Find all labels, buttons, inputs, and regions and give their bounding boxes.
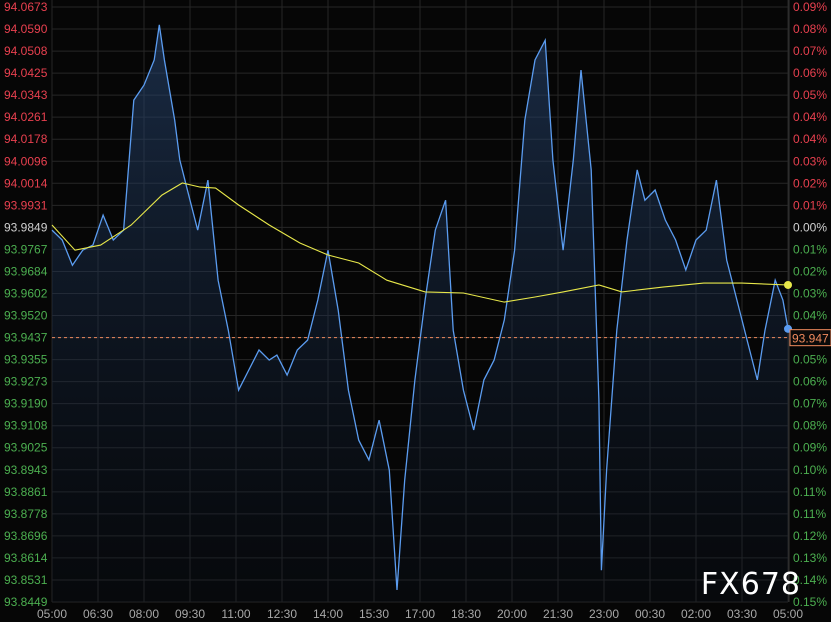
- x-tick-label: 20:00: [497, 607, 527, 621]
- y-tick-label-right: 0.08%: [793, 419, 827, 433]
- y-tick-label-right: 0.09%: [793, 0, 827, 14]
- y-tick-label-right: 0.12%: [793, 529, 827, 543]
- price-area-fill: [52, 24, 788, 602]
- y-tick-label-left: 93.8449: [4, 595, 48, 609]
- y-tick-label-left: 94.0425: [4, 66, 48, 80]
- x-tick-label: 15:30: [359, 607, 389, 621]
- y-tick-label-left: 93.9190: [4, 397, 48, 411]
- watermark-logo: FX678: [700, 567, 801, 602]
- y-tick-label-left: 94.0014: [4, 176, 48, 190]
- y-tick-label-left: 93.8614: [4, 551, 48, 565]
- y-tick-label-left: 94.0343: [4, 88, 48, 102]
- y-tick-label-left: 93.8696: [4, 529, 48, 543]
- y-tick-label-right: 0.02%: [793, 264, 827, 278]
- y-tick-label-left: 94.0673: [4, 0, 48, 14]
- y-tick-label-right: 0.15%: [793, 595, 827, 609]
- y-tick-label-left: 93.9437: [4, 331, 48, 345]
- y-tick-label-left: 93.9931: [4, 198, 48, 212]
- y-tick-label-left: 94.0178: [4, 132, 48, 146]
- y-tick-label-right: 0.07%: [793, 44, 827, 58]
- y-tick-label-left: 93.9273: [4, 375, 48, 389]
- x-tick-label: 17:00: [405, 607, 435, 621]
- x-tick-label: 21:30: [543, 607, 573, 621]
- x-tick-label: 23:00: [589, 607, 619, 621]
- y-tick-label-left: 93.8531: [4, 573, 48, 587]
- x-tick-label: 00:30: [635, 607, 665, 621]
- y-tick-label-right: 0.11%: [793, 485, 826, 499]
- y-tick-label-right: 0.03%: [793, 286, 827, 300]
- y-tick-label-right: 0.04%: [793, 110, 827, 124]
- price-line: [51, 24, 789, 591]
- y-tick-label-left: 93.9520: [4, 309, 48, 323]
- y-tick-label-right: 0.10%: [793, 463, 827, 477]
- y-tick-label-left: 93.8861: [4, 485, 48, 499]
- y-tick-label-right: 0.01%: [793, 242, 827, 256]
- y-tick-label-left: 93.9025: [4, 441, 48, 455]
- y-tick-label-right: 0.09%: [793, 441, 827, 455]
- x-tick-label: 09:30: [175, 607, 205, 621]
- y-tick-label-right: 0.02%: [793, 176, 827, 190]
- y-tick-label-right: 0.13%: [793, 551, 827, 565]
- y-tick-label-right: 0.05%: [793, 88, 827, 102]
- y-tick-label-right: 0.03%: [793, 154, 827, 168]
- y-tick-label-left: 93.9108: [4, 419, 48, 433]
- y-tick-label-left: 93.8943: [4, 463, 48, 477]
- x-tick-label: 05:00: [37, 607, 67, 621]
- y-tick-label-left: 94.0261: [4, 110, 48, 124]
- y-tick-label-right: 0.04%: [793, 132, 827, 146]
- y-tick-label-right: 0.00%: [793, 220, 827, 234]
- y-tick-label-left: 94.0590: [4, 22, 48, 36]
- y-tick-label-left: 93.9355: [4, 353, 48, 367]
- y-tick-label-right: 0.07%: [793, 397, 827, 411]
- y-tick-label-left: 93.9684: [4, 264, 48, 278]
- x-tick-label: 02:00: [681, 607, 711, 621]
- y-tick-label-right: 0.14%: [793, 573, 827, 587]
- y-tick-label-left: 93.8778: [4, 507, 48, 521]
- y-tick-label-right: 0.06%: [793, 375, 827, 389]
- y-tick-label-left: 94.0508: [4, 44, 48, 58]
- ma-end-dot: [784, 280, 792, 289]
- x-tick-label: 03:30: [727, 607, 757, 621]
- last-price-label: 93.947: [792, 332, 829, 346]
- y-tick-label-left: 93.9767: [4, 242, 48, 256]
- x-tick-label: 08:00: [129, 607, 159, 621]
- x-tick-label: 14:00: [313, 607, 343, 621]
- y-tick-label-right: 0.06%: [793, 66, 827, 80]
- x-tick-label: 05:00: [773, 607, 803, 621]
- y-tick-label-right: 0.08%: [793, 22, 827, 36]
- x-tick-label: 06:30: [83, 607, 113, 621]
- y-tick-label-right: 0.05%: [793, 353, 827, 367]
- y-tick-label-left: 93.9602: [4, 286, 48, 300]
- x-tick-label: 18:30: [451, 607, 481, 621]
- y-tick-label-right: 0.04%: [793, 309, 827, 323]
- moving-average-line: [51, 182, 789, 303]
- last-price-tag: [789, 329, 831, 347]
- y-tick-label-right: 0.01%: [793, 198, 827, 212]
- y-tick-label-right: 0.11%: [793, 507, 826, 521]
- y-tick-label-left: 93.9849: [4, 220, 48, 234]
- x-tick-label: 12:30: [267, 607, 297, 621]
- y-tick-label-left: 94.0096: [4, 154, 48, 168]
- x-tick-label: 11:00: [221, 607, 250, 621]
